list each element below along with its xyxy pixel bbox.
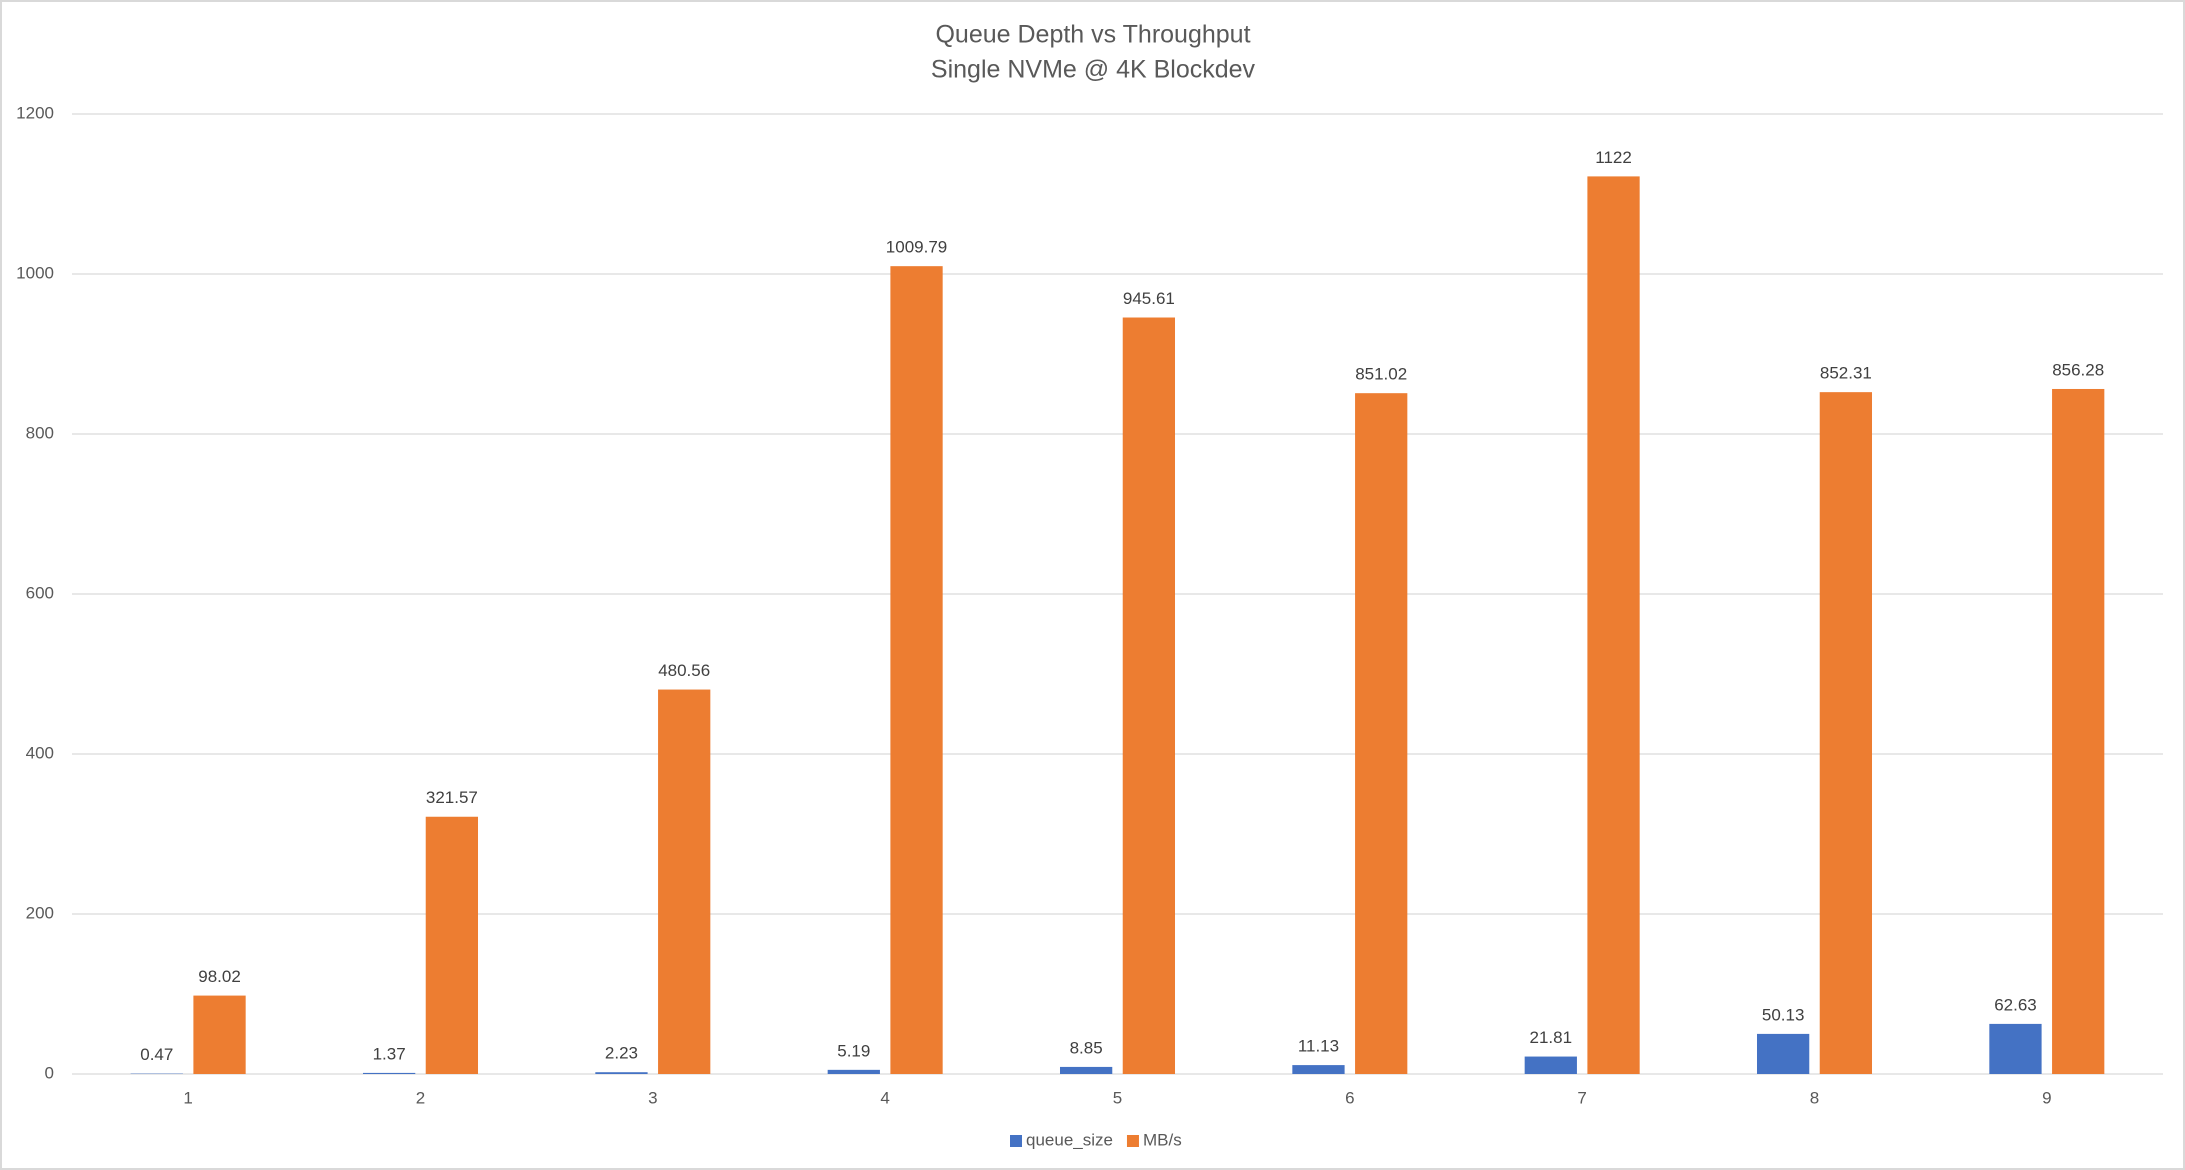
data-label: 62.63 bbox=[1994, 995, 2037, 1014]
y-tick-label: 0 bbox=[45, 1063, 54, 1082]
data-label: 0.47 bbox=[140, 1045, 173, 1064]
y-tick-label: 400 bbox=[26, 743, 54, 762]
legend-swatch bbox=[1126, 1135, 1139, 1147]
y-tick-label: 200 bbox=[26, 903, 54, 922]
bar bbox=[1756, 1033, 1810, 1074]
data-label: 852.31 bbox=[1820, 364, 1872, 383]
data-label: 50.13 bbox=[1762, 1005, 1805, 1024]
chart-subtitle: Single NVMe @ 4K Blockdev bbox=[931, 56, 1256, 84]
data-label: 1.37 bbox=[373, 1044, 406, 1063]
bar bbox=[658, 689, 711, 1074]
bar bbox=[425, 816, 479, 1074]
bar bbox=[1587, 176, 1640, 1074]
bar bbox=[1292, 1065, 1345, 1074]
bar bbox=[595, 1072, 648, 1074]
data-label: 8.85 bbox=[1070, 1038, 1103, 1057]
x-tick-label: 8 bbox=[1810, 1088, 1819, 1107]
bar bbox=[2052, 388, 2105, 1074]
bar bbox=[1355, 393, 1408, 1075]
bar bbox=[827, 1069, 880, 1074]
x-tick-label: 2 bbox=[416, 1088, 425, 1107]
x-tick-label: 4 bbox=[880, 1088, 889, 1107]
bar bbox=[1059, 1066, 1113, 1074]
legend-swatch bbox=[1010, 1135, 1022, 1147]
bar bbox=[1524, 1056, 1577, 1074]
chart-title: Queue Depth vs Throughput bbox=[935, 21, 1250, 49]
legend-label: MB/s bbox=[1143, 1130, 1182, 1149]
x-tick-label: 1 bbox=[183, 1088, 192, 1107]
y-tick-label: 600 bbox=[26, 583, 54, 602]
bar bbox=[1122, 317, 1176, 1075]
bar bbox=[362, 1072, 416, 1074]
data-label: 98.02 bbox=[198, 967, 241, 986]
data-label: 1122 bbox=[1595, 148, 1632, 167]
bar bbox=[1819, 392, 1873, 1075]
bar bbox=[890, 266, 943, 1075]
data-label: 321.57 bbox=[426, 788, 478, 807]
y-tick-label: 1200 bbox=[16, 103, 54, 122]
data-label: 1009.79 bbox=[886, 238, 947, 257]
data-label: 480.56 bbox=[658, 661, 710, 680]
x-tick-label: 5 bbox=[1113, 1088, 1122, 1107]
data-label: 856.28 bbox=[2052, 360, 2104, 379]
data-label: 5.19 bbox=[837, 1041, 870, 1060]
bar bbox=[193, 995, 246, 1074]
bar bbox=[1989, 1023, 2042, 1074]
y-tick-label: 800 bbox=[26, 423, 54, 442]
x-tick-label: 7 bbox=[1577, 1088, 1586, 1107]
data-label: 21.81 bbox=[1530, 1028, 1573, 1047]
legend-label: queue_size bbox=[1026, 1130, 1113, 1149]
data-label: 2.23 bbox=[605, 1044, 638, 1063]
x-tick-label: 9 bbox=[2042, 1088, 2051, 1107]
data-label: 945.61 bbox=[1123, 289, 1175, 308]
data-label: 11.13 bbox=[1298, 1037, 1339, 1056]
data-label: 851.02 bbox=[1355, 365, 1407, 384]
x-tick-label: 3 bbox=[648, 1088, 657, 1107]
y-tick-label: 1000 bbox=[16, 263, 54, 282]
x-tick-label: 6 bbox=[1345, 1088, 1354, 1107]
